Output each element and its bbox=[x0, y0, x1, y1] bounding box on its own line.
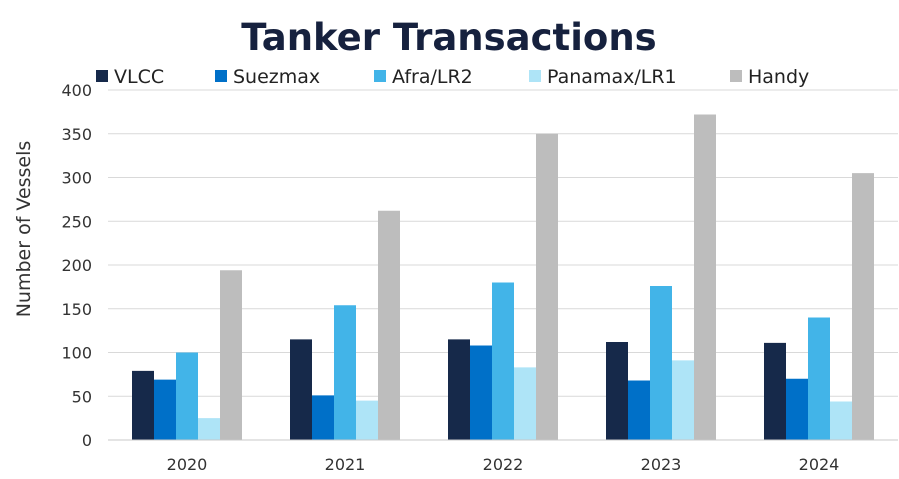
bar-suezmax-2021 bbox=[312, 395, 334, 440]
bar-suezmax-2024 bbox=[786, 378, 808, 440]
bar-handy-2020 bbox=[220, 270, 242, 440]
x-tick-label: 2021 bbox=[325, 455, 366, 474]
y-tick-label: 250 bbox=[61, 212, 92, 231]
bar-vlcc-2024 bbox=[764, 342, 786, 440]
bar-afra-lr2-2024 bbox=[808, 317, 830, 440]
bar-panamax-lr1-2021 bbox=[356, 400, 378, 440]
bar-handy-2021 bbox=[378, 210, 400, 440]
chart-title: Tanker Transactions bbox=[241, 16, 656, 59]
y-tick-label: 150 bbox=[61, 300, 92, 319]
bar-suezmax-2022 bbox=[470, 345, 492, 440]
bar-vlcc-2021 bbox=[290, 339, 312, 440]
x-tick-label: 2023 bbox=[641, 455, 682, 474]
legend-swatch bbox=[374, 70, 386, 82]
y-tick-label: 350 bbox=[61, 125, 92, 144]
x-axis-ticks: 2020 2021 2022 2023 2024 bbox=[167, 455, 840, 474]
legend-swatch bbox=[96, 70, 108, 82]
y-tick-label: 400 bbox=[61, 81, 92, 100]
y-tick-label: 0 bbox=[82, 431, 92, 450]
bar-suezmax-2023 bbox=[628, 380, 650, 440]
legend: VLCC Suezmax Afra/LR2 Panamax/LR1 Handy bbox=[96, 66, 809, 88]
bar-vlcc-2023 bbox=[606, 342, 628, 440]
bar-panamax-lr1-2020 bbox=[198, 418, 220, 440]
bar-panamax-lr1-2024 bbox=[830, 401, 852, 440]
bar-afra-lr2-2021 bbox=[334, 305, 356, 440]
x-tick-label: 2024 bbox=[799, 455, 840, 474]
bar-vlcc-2020 bbox=[132, 370, 154, 440]
x-tick-label: 2022 bbox=[483, 455, 524, 474]
bar-afra-lr2-2020 bbox=[176, 352, 198, 440]
x-tick-label: 2020 bbox=[167, 455, 208, 474]
y-tick-label: 300 bbox=[61, 169, 92, 188]
legend-swatch bbox=[215, 70, 227, 82]
legend-swatch bbox=[529, 70, 541, 82]
bar-handy-2024 bbox=[852, 173, 874, 440]
bar-afra-lr2-2023 bbox=[650, 286, 672, 440]
bar-afra-lr2-2022 bbox=[492, 282, 514, 440]
bar-handy-2022 bbox=[536, 133, 558, 440]
y-tick-label: 50 bbox=[72, 387, 92, 406]
bar-handy-2023 bbox=[694, 114, 716, 440]
y-axis-label: Number of Vessels bbox=[13, 141, 35, 318]
bar-panamax-lr1-2022 bbox=[514, 367, 536, 440]
y-tick-label: 200 bbox=[61, 256, 92, 275]
legend-label: Suezmax bbox=[233, 66, 320, 88]
legend-label: Panamax/LR1 bbox=[547, 66, 677, 88]
y-axis-ticks: 0 50 100 150 200 250 300 350 400 bbox=[61, 81, 92, 450]
legend-label: VLCC bbox=[114, 66, 164, 88]
bar-suezmax-2020 bbox=[154, 379, 176, 440]
legend-label: Afra/LR2 bbox=[392, 66, 473, 88]
bar-panamax-lr1-2023 bbox=[672, 360, 694, 440]
y-tick-label: 100 bbox=[61, 344, 92, 363]
legend-swatch bbox=[730, 70, 742, 82]
bars bbox=[132, 114, 874, 440]
bar-vlcc-2022 bbox=[448, 339, 470, 440]
legend-label: Handy bbox=[748, 66, 809, 88]
